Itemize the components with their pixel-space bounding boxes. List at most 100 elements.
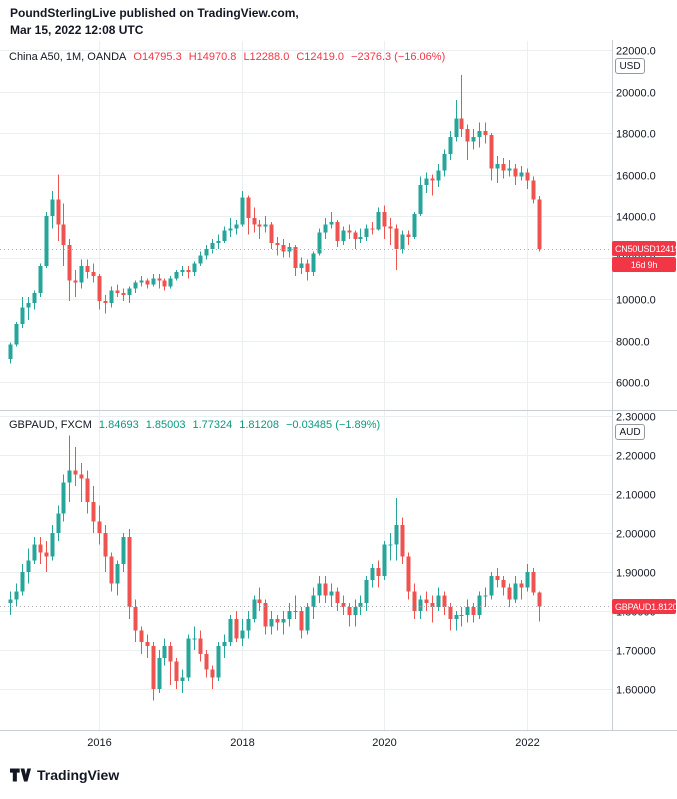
candle-body <box>234 224 239 229</box>
candle-body <box>210 242 215 250</box>
price-tick-label: 10000.0 <box>616 295 656 307</box>
candle-body <box>382 211 387 227</box>
candle-body <box>26 303 31 308</box>
candle-body <box>91 501 96 522</box>
candle-body <box>127 288 132 295</box>
candle-body <box>133 282 138 289</box>
candle-body <box>406 556 411 592</box>
candle-body <box>79 474 84 479</box>
candle-body <box>168 278 173 287</box>
candle-body <box>14 323 19 345</box>
candle-body <box>370 568 375 580</box>
candle-body <box>133 607 138 631</box>
candle-body <box>228 228 233 231</box>
candle-body <box>192 638 197 640</box>
panel2-symbol-title[interactable]: GBPAUD, FXCM <box>9 419 92 431</box>
panel2-open-value: 1.84693 <box>98 419 139 431</box>
candle-body <box>139 280 144 283</box>
candle-body <box>44 216 49 266</box>
candle-body <box>329 222 334 225</box>
candle-body <box>364 228 369 237</box>
candle-body <box>364 579 369 604</box>
panel2-legend: GBPAUD, FXCM 1.84693 1.85003 1.77324 1.8… <box>9 419 380 431</box>
candle-body <box>370 228 375 230</box>
price-tick-label: 8000.0 <box>616 337 650 349</box>
candle-body <box>293 247 298 268</box>
candle-body <box>210 669 215 678</box>
candle-body <box>400 234 405 250</box>
candle-body <box>281 618 286 623</box>
candle-body <box>353 232 358 239</box>
panel1-symbol-title[interactable]: China A50, 1M, OANDA <box>9 51 127 63</box>
candle-body <box>174 272 179 279</box>
publisher-line: PoundSterlingLive published on TradingVi… <box>10 6 299 20</box>
candle-body <box>442 595 447 608</box>
candle-body <box>507 168 512 171</box>
candle-body <box>341 603 346 608</box>
candle-body <box>162 646 167 658</box>
candle-body <box>489 575 494 596</box>
candle-body <box>531 180 536 200</box>
candle-body <box>519 172 524 177</box>
candle-body <box>335 222 340 241</box>
time-axis-label: 2016 <box>87 737 111 749</box>
candle-body <box>50 533 55 557</box>
panel2-close-value: 1.81208 <box>239 419 279 431</box>
price-tick-label: 22000.0 <box>616 46 656 58</box>
candle-body <box>257 599 262 604</box>
candle-body <box>412 591 417 611</box>
candle-body <box>97 521 102 533</box>
candle-body <box>358 236 363 239</box>
candle-body <box>275 618 280 623</box>
panel1-price-value: 12419.0 <box>655 243 677 254</box>
candle-body <box>216 240 221 243</box>
candle-body <box>61 224 66 246</box>
candle-body <box>477 595 482 615</box>
candle-body <box>358 603 363 608</box>
timestamp-line: Mar 15, 2022 12:08 UTC <box>10 23 144 37</box>
panel2-low-value: 1.77324 <box>192 419 233 431</box>
candle-body <box>459 118 464 129</box>
candle-body <box>388 544 393 546</box>
tradingview-logo-link[interactable]: TradingView <box>10 767 119 783</box>
candle-body <box>525 172 530 181</box>
candle-body <box>121 292 126 295</box>
candle-body <box>157 657 162 689</box>
candle-body <box>14 591 19 600</box>
candle-body <box>388 226 393 229</box>
candle-body <box>269 224 274 243</box>
candle-body <box>8 344 13 360</box>
candle-body <box>448 607 453 619</box>
candle-body <box>252 599 257 619</box>
candle-body <box>145 642 150 647</box>
candle-body <box>50 199 55 216</box>
candle-body <box>275 242 280 246</box>
candle-body <box>32 292 37 304</box>
candle-body <box>477 130 482 138</box>
candle-body <box>103 301 108 304</box>
candle-body <box>311 253 316 273</box>
candle-body <box>198 255 203 264</box>
candle-body <box>162 280 167 287</box>
candle-body <box>38 544 43 553</box>
candle-body <box>471 607 476 615</box>
candle-body <box>347 230 352 233</box>
candle-body <box>412 213 417 237</box>
candle-body <box>257 224 262 227</box>
candle-body <box>269 618 274 627</box>
candle-body <box>537 199 542 249</box>
candle-body <box>376 211 381 230</box>
candle-body <box>483 595 488 597</box>
candle-body <box>394 525 399 545</box>
candle-body <box>418 184 423 214</box>
candle-body <box>513 583 518 600</box>
candle-body <box>121 536 126 565</box>
candle-body <box>513 168 518 177</box>
candle-body <box>329 591 334 596</box>
price-tick-label: 1.60000 <box>616 685 656 697</box>
candle-body <box>347 607 352 615</box>
candle-body <box>394 228 399 250</box>
panel1-change-value: −2376.3 (−16.06%) <box>351 51 446 63</box>
panel1-close-value: C12419.0 <box>296 51 345 63</box>
